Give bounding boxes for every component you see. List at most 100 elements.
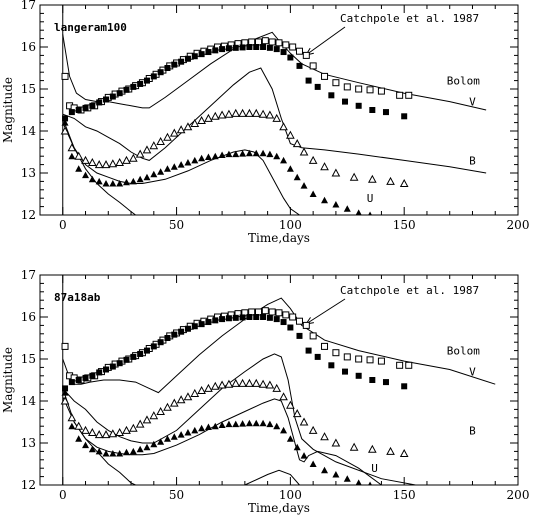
point-b bbox=[251, 378, 261, 387]
point-v bbox=[96, 99, 103, 106]
point-v bbox=[123, 86, 130, 93]
point-v bbox=[164, 65, 171, 71]
point-v bbox=[171, 61, 178, 68]
point-u bbox=[61, 119, 69, 126]
point-bolom bbox=[309, 62, 317, 70]
point-v bbox=[205, 319, 212, 326]
point-bolom bbox=[332, 349, 340, 357]
point-v bbox=[68, 109, 75, 116]
point-v bbox=[225, 315, 232, 322]
point-v bbox=[178, 58, 185, 65]
curve-label-b: B bbox=[469, 424, 476, 437]
point-v bbox=[109, 93, 116, 100]
point-b bbox=[245, 108, 254, 117]
point-bolom bbox=[355, 355, 363, 363]
point-v bbox=[382, 379, 389, 386]
point-v bbox=[171, 331, 178, 338]
point-bolom bbox=[396, 91, 404, 99]
point-bolom bbox=[309, 332, 317, 340]
point-v bbox=[157, 69, 164, 76]
point-u bbox=[150, 440, 158, 448]
point-v bbox=[355, 372, 362, 379]
curve-label-v: V bbox=[469, 366, 476, 379]
point-b bbox=[74, 421, 84, 430]
point-u bbox=[300, 452, 308, 459]
point-u bbox=[102, 450, 110, 457]
curve-label-v: V bbox=[469, 96, 476, 109]
point-b bbox=[74, 151, 84, 160]
point-v bbox=[219, 46, 226, 53]
point-v bbox=[103, 366, 110, 373]
point-u bbox=[332, 201, 340, 208]
point-b bbox=[94, 430, 104, 439]
point-u bbox=[204, 153, 212, 161]
point-u bbox=[293, 443, 301, 451]
point-u bbox=[211, 152, 219, 160]
point-b bbox=[88, 427, 97, 436]
point-b bbox=[258, 109, 268, 118]
point-b bbox=[88, 157, 97, 166]
model-curve-u bbox=[62, 396, 300, 485]
point-u bbox=[129, 447, 137, 455]
curve-label-b: B bbox=[469, 154, 476, 167]
point-u bbox=[177, 431, 185, 438]
y-tick-label: 17 bbox=[21, 0, 36, 12]
y-axis-label: Magnitude bbox=[1, 77, 15, 143]
point-u bbox=[95, 177, 103, 185]
point-v bbox=[143, 347, 150, 354]
point-v bbox=[369, 377, 376, 383]
point-u bbox=[109, 180, 117, 187]
point-b bbox=[197, 115, 206, 124]
point-v bbox=[273, 46, 280, 53]
y-tick-label: 16 bbox=[21, 40, 36, 54]
point-u bbox=[245, 149, 253, 157]
point-v bbox=[191, 53, 198, 60]
point-v bbox=[355, 102, 362, 109]
point-u bbox=[170, 433, 178, 440]
point-v bbox=[260, 314, 267, 320]
x-tick-label: 100 bbox=[279, 218, 302, 232]
point-bolom bbox=[377, 87, 385, 95]
point-v bbox=[314, 353, 321, 360]
model-curve-b bbox=[62, 118, 300, 215]
point-b bbox=[272, 113, 282, 122]
model-curve-v bbox=[62, 353, 416, 485]
point-b bbox=[224, 379, 234, 388]
point-b bbox=[149, 411, 159, 420]
point-b bbox=[108, 429, 118, 438]
point-b bbox=[286, 400, 295, 409]
point-v bbox=[75, 107, 82, 113]
point-v bbox=[96, 369, 103, 376]
point-v bbox=[266, 314, 273, 321]
point-b bbox=[299, 147, 309, 156]
point-bolom bbox=[289, 43, 297, 51]
point-u bbox=[88, 445, 96, 453]
point-v bbox=[130, 353, 137, 360]
point-b bbox=[320, 162, 329, 171]
annotation-arrow bbox=[305, 26, 346, 56]
point-bolom bbox=[405, 361, 413, 369]
x-tick-label: 150 bbox=[393, 218, 416, 232]
point-v bbox=[280, 319, 287, 326]
point-u bbox=[136, 445, 144, 453]
point-v bbox=[68, 379, 75, 386]
point-b bbox=[176, 125, 186, 134]
point-bolom bbox=[61, 72, 69, 80]
plot-frame bbox=[39, 274, 519, 486]
point-u bbox=[82, 171, 90, 179]
point-u bbox=[68, 152, 76, 160]
model-label: 87a18ab bbox=[54, 291, 101, 304]
point-u bbox=[75, 435, 83, 442]
point-b bbox=[142, 145, 152, 154]
point-b bbox=[251, 108, 261, 117]
point-b bbox=[115, 157, 125, 166]
point-b bbox=[94, 160, 104, 169]
point-v bbox=[246, 314, 253, 320]
point-bolom bbox=[343, 83, 351, 91]
point-u bbox=[252, 149, 260, 157]
point-u bbox=[225, 150, 233, 158]
point-b bbox=[169, 398, 179, 407]
point-u bbox=[300, 182, 308, 189]
point-v bbox=[75, 377, 82, 383]
point-u bbox=[280, 426, 288, 434]
